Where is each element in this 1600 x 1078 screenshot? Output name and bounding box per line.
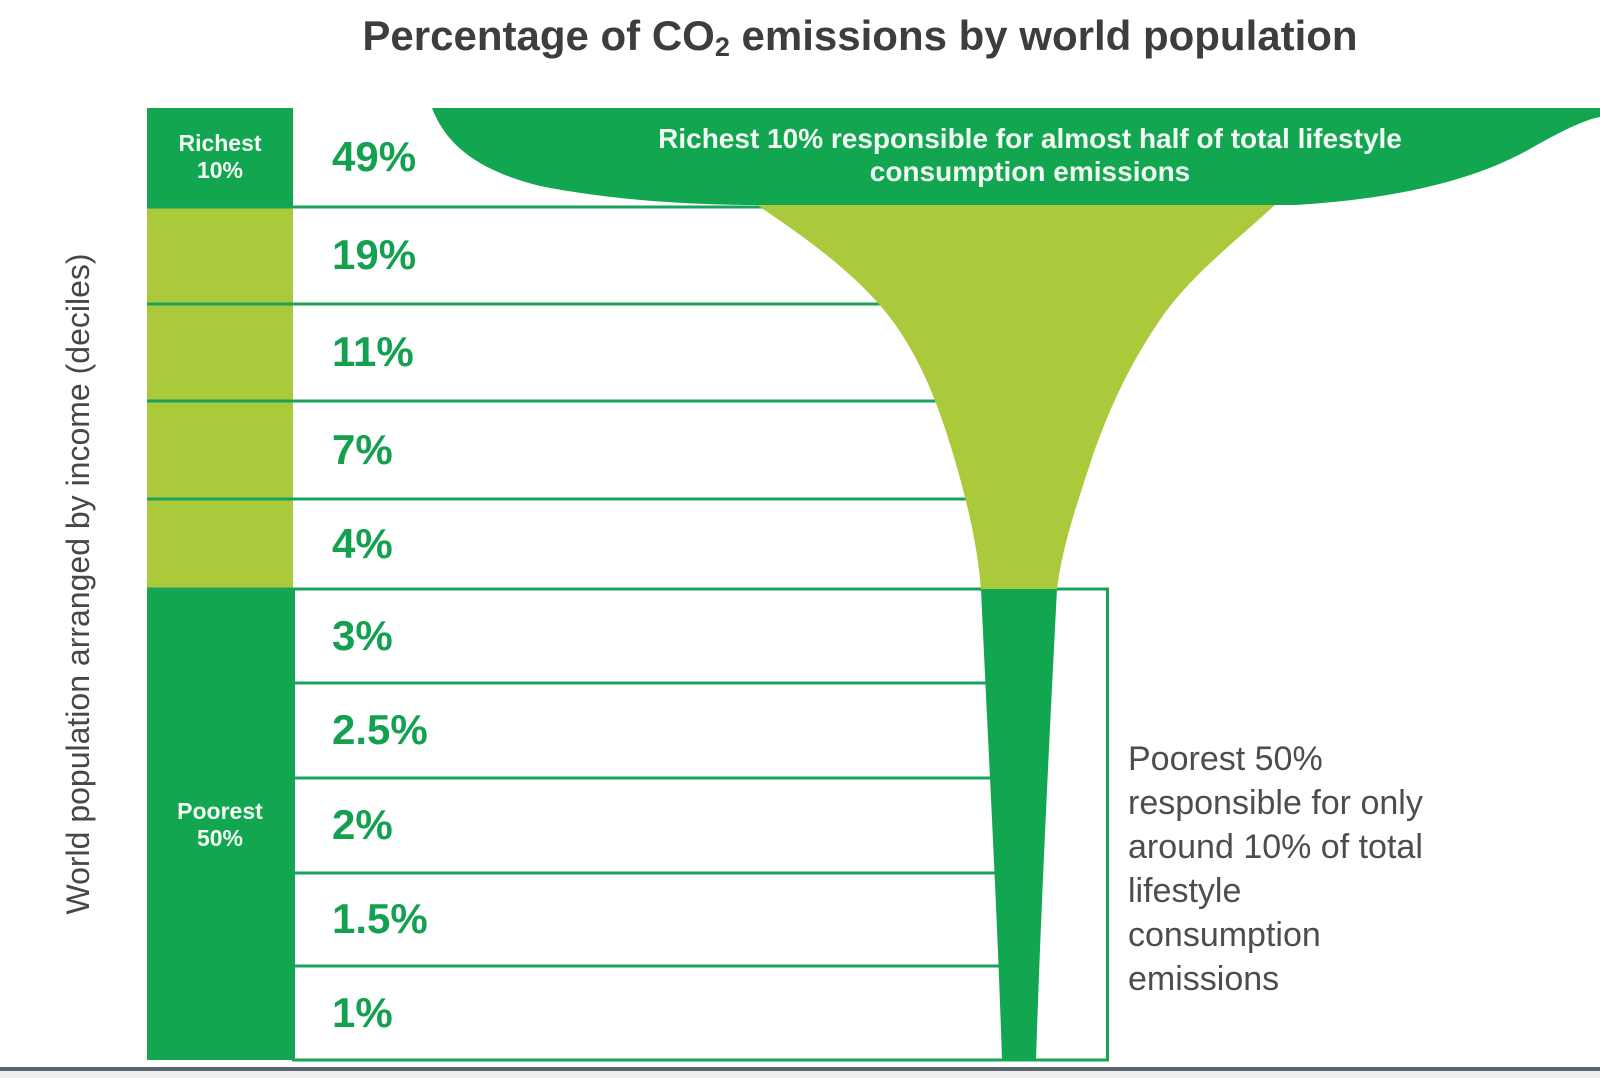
- richest-10-annotation: Richest 10% responsible for almost half …: [658, 123, 1402, 187]
- decile-value-label-9: 1.5%: [332, 895, 428, 942]
- funnel-middle-deciles-shape: [757, 205, 1275, 589]
- bottom-border-strip: [0, 1071, 1600, 1078]
- richest-10-cell-label: Richest 10%: [147, 130, 293, 184]
- decile-value-label-1: 49%: [332, 133, 417, 180]
- poorest-50-annotation: Poorest 50% responsible for only around …: [1128, 740, 1423, 998]
- decile-value-label-2: 19%: [332, 231, 417, 278]
- poorest-deciles-cell: [147, 589, 293, 1060]
- poorest-50-cell-label-line1: Poorest: [177, 798, 263, 824]
- chart-title-subscript: 2: [714, 32, 730, 62]
- poorest-50-cell-label: Poorest 50%: [147, 798, 293, 852]
- decile-value-label-6: 3%: [332, 612, 393, 659]
- decile-value-label-10: 1%: [332, 989, 393, 1036]
- decile-value-label-5: 4%: [332, 520, 393, 567]
- chart-title-text-2: emissions by world population: [729, 12, 1358, 59]
- decile-value-label-7: 2.5%: [332, 706, 428, 753]
- funnel-poorest-stem-shape: [981, 589, 1057, 1060]
- richest-decile-cell: [147, 108, 293, 207]
- richest-10-cell-label-line1: Richest: [178, 130, 262, 156]
- middle-deciles-cell: [147, 207, 293, 589]
- chart-title-text: Percentage of CO: [362, 12, 715, 59]
- poorest-50-outline-box: [292, 587, 1109, 1062]
- bottom-border-bar: [0, 1067, 1600, 1071]
- decile-value-label-3: 11%: [332, 328, 414, 375]
- poorest-50-cell-label-line2: 50%: [196, 825, 244, 851]
- funnel-richest-bowl-shape: [432, 108, 1600, 205]
- decile-value-label-4: 7%: [332, 426, 393, 473]
- richest-10-cell-label-line2: 10%: [196, 157, 244, 183]
- chart-title: Percentage of CO2 emissions by world pop…: [150, 12, 1570, 62]
- decile-value-label-8: 2%: [332, 801, 393, 848]
